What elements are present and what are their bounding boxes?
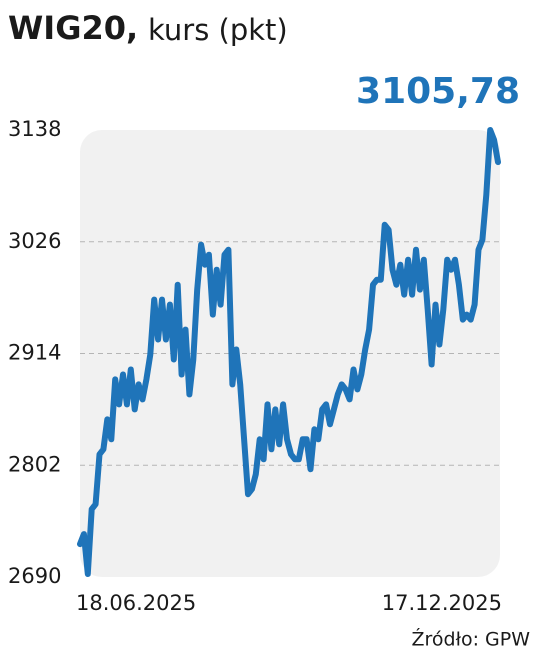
y-tick-label: 2914 xyxy=(8,341,61,365)
line xyxy=(77,127,501,577)
y-tick-label: 3138 xyxy=(8,117,61,141)
chart-title: WIG20, xyxy=(8,9,138,47)
last-value-annotation: 3105,78 xyxy=(356,71,520,112)
y-tick-label: 2690 xyxy=(8,564,61,588)
x-tick-label: 17.12.2025 xyxy=(382,591,502,615)
y-tick-label: 3026 xyxy=(8,229,61,253)
x-tick-label: 18.06.2025 xyxy=(76,591,196,615)
chart-subtitle: kurs (pkt) xyxy=(148,13,288,47)
source: Źródło: GPW xyxy=(411,628,530,651)
y-tick-label: 2802 xyxy=(8,452,61,476)
